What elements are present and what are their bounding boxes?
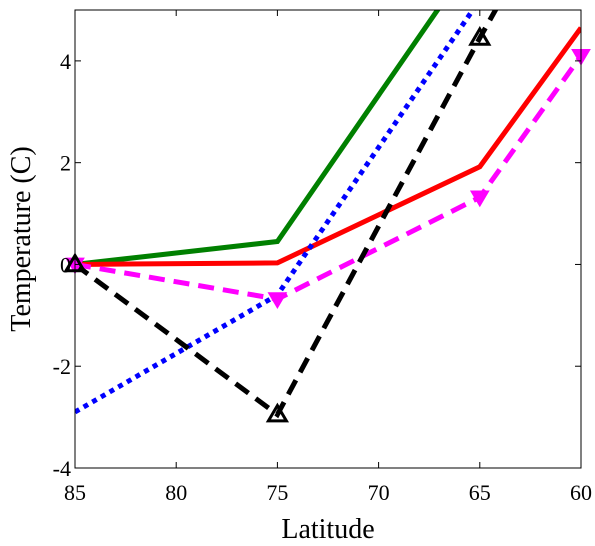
data-point-marker bbox=[265, 402, 290, 423]
plot-area bbox=[63, 9, 591, 469]
series-line-4 bbox=[75, 10, 499, 419]
series-line-1 bbox=[75, 26, 581, 267]
data-point-marker bbox=[267, 292, 288, 310]
x-tick-label: 70 bbox=[368, 480, 390, 505]
series-layer bbox=[75, 10, 581, 419]
series-line-3 bbox=[75, 54, 581, 302]
y-tick-label: -4 bbox=[53, 456, 71, 481]
x-tick-label: 75 bbox=[266, 480, 288, 505]
plot-frame bbox=[74, 9, 582, 469]
series-line-0 bbox=[75, 10, 441, 267]
y-tick-label: -2 bbox=[53, 354, 71, 379]
x-tick-label: 85 bbox=[64, 480, 86, 505]
x-tick-label: 80 bbox=[165, 480, 187, 505]
x-tick-label: 65 bbox=[469, 480, 491, 505]
x-axis-label: Latitude bbox=[281, 514, 374, 545]
series-line-2 bbox=[75, 10, 476, 415]
y-tick-label: 2 bbox=[60, 151, 71, 176]
data-point-marker bbox=[469, 190, 490, 208]
data-point-marker bbox=[468, 26, 492, 46]
x-axis-ticks: 85 80 75 70 65 60 bbox=[64, 10, 592, 505]
y-tick-label: 4 bbox=[60, 49, 71, 74]
y-tick-label: 0 bbox=[60, 252, 71, 277]
y-axis-label: Temperature (C) bbox=[6, 146, 37, 331]
x-tick-label: 60 bbox=[570, 480, 592, 505]
y-axis-ticks: -4 -2 0 2 4 bbox=[53, 49, 581, 481]
